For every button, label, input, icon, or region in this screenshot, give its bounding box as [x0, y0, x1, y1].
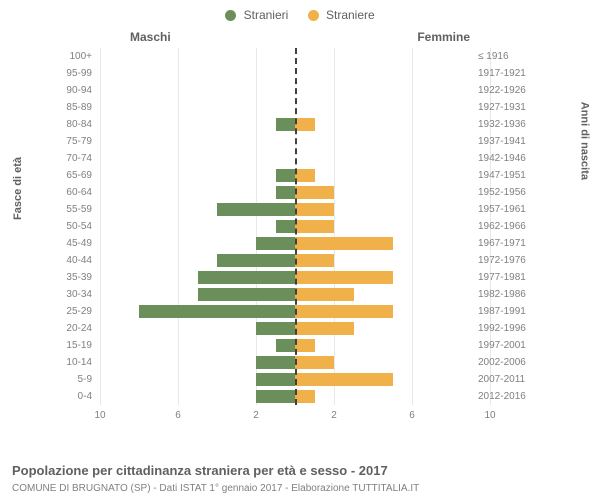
bar-female [295, 254, 334, 267]
bar-male [256, 373, 295, 386]
age-label: 85-89 [52, 99, 92, 116]
bar-male [276, 220, 296, 233]
age-label: 70-74 [52, 150, 92, 167]
bar-male [256, 322, 295, 335]
bar-female [295, 169, 315, 182]
x-tick: 2 [253, 410, 259, 421]
bar-male [276, 118, 296, 131]
bar-female [295, 288, 354, 301]
bar-male [139, 305, 295, 318]
age-label: 15-19 [52, 337, 92, 354]
header-male: Maschi [130, 30, 171, 44]
bar-female [295, 322, 354, 335]
age-label: 30-34 [52, 286, 92, 303]
age-label: 100+ [52, 48, 92, 65]
bar-male [276, 169, 296, 182]
legend-male: Stranieri [225, 8, 288, 22]
bar-female [295, 390, 315, 403]
age-label: 10-14 [52, 354, 92, 371]
bar-female [295, 271, 393, 284]
caption: Popolazione per cittadinanza straniera p… [12, 463, 388, 478]
right-axis-title: Anni di nascita [578, 102, 590, 180]
population-pyramid-chart: Stranieri Straniere Maschi Femmine Fasce… [0, 0, 600, 500]
bar-female [295, 356, 334, 369]
bar-female [295, 237, 393, 250]
left-axis-title: Fasce di età [12, 157, 24, 220]
age-label: 45-49 [52, 235, 92, 252]
age-label: 50-54 [52, 218, 92, 235]
bar-male [217, 254, 295, 267]
x-tick: 10 [484, 410, 495, 421]
legend: Stranieri Straniere [0, 8, 600, 22]
age-label: 65-69 [52, 167, 92, 184]
bar-male [256, 390, 295, 403]
bar-male [198, 271, 296, 284]
x-tick: 10 [94, 410, 105, 421]
age-label: 60-64 [52, 184, 92, 201]
header-female: Femmine [417, 30, 470, 44]
center-line [295, 48, 297, 405]
subcaption: COMUNE DI BRUGNATO (SP) - Dati ISTAT 1° … [12, 483, 419, 494]
bar-male [256, 237, 295, 250]
bar-female [295, 118, 315, 131]
legend-male-label: Stranieri [244, 8, 289, 22]
bar-female [295, 220, 334, 233]
swatch-female [308, 10, 319, 21]
age-label: 80-84 [52, 116, 92, 133]
bar-female [295, 339, 315, 352]
x-tick: 6 [409, 410, 415, 421]
age-label: 75-79 [52, 133, 92, 150]
legend-female: Straniere [308, 8, 375, 22]
bar-female [295, 203, 334, 216]
x-tick: 6 [175, 410, 181, 421]
x-tick: 2 [331, 410, 337, 421]
bar-female [295, 305, 393, 318]
bar-male [276, 186, 296, 199]
age-label: 55-59 [52, 201, 92, 218]
age-label: 20-24 [52, 320, 92, 337]
age-label: 5-9 [52, 371, 92, 388]
swatch-male [225, 10, 236, 21]
legend-female-label: Straniere [326, 8, 375, 22]
x-axis: 10622610 [100, 410, 490, 424]
age-label: 90-94 [52, 82, 92, 99]
bar-male [276, 339, 296, 352]
age-label: 95-99 [52, 65, 92, 82]
bar-male [217, 203, 295, 216]
age-label: 40-44 [52, 252, 92, 269]
bar-female [295, 373, 393, 386]
plot-area: 100+≤ 191695-991917-192190-941922-192685… [60, 48, 530, 428]
age-label: 0-4 [52, 388, 92, 405]
bar-female [295, 186, 334, 199]
bar-male [198, 288, 296, 301]
bar-male [256, 356, 295, 369]
age-label: 35-39 [52, 269, 92, 286]
age-label: 25-29 [52, 303, 92, 320]
